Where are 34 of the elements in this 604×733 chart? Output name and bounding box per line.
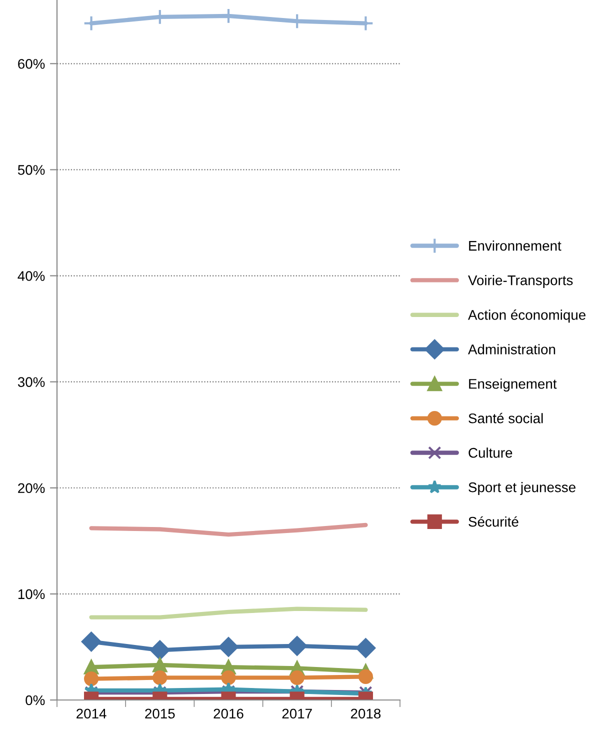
legend-label: Enseignement — [469, 378, 557, 392]
point — [81, 632, 102, 652]
x-tick-label: 2017 — [282, 708, 312, 719]
point — [152, 670, 168, 686]
x-tick-label: 2018 — [350, 708, 381, 719]
legend-label: Action économique — [468, 309, 586, 323]
line-series — [89, 522, 368, 537]
x-tick-label: 2014 — [76, 708, 106, 719]
point — [358, 669, 373, 684]
y-tick-label: 10% — [18, 589, 45, 600]
y-tick-label: 30% — [18, 377, 45, 387]
y-tick-label: 50% — [18, 165, 45, 175]
point — [152, 658, 168, 672]
x-tick-label: 2016 — [214, 708, 244, 719]
point — [84, 671, 99, 686]
point — [150, 640, 170, 660]
point — [287, 636, 307, 656]
legend-label: Voirie-Transports — [468, 275, 573, 288]
y-tick-label: 20% — [18, 483, 45, 494]
legend-label: Culture — [468, 448, 512, 458]
point — [221, 670, 236, 686]
legend-label: Sécurité — [468, 516, 518, 527]
legend-label: Santé social — [468, 412, 543, 424]
point — [218, 637, 238, 657]
x-tick-label: 2015 — [145, 708, 175, 719]
legend-label: Environnement — [469, 240, 562, 251]
line-series — [89, 606, 368, 620]
y-tick-label: 60% — [18, 58, 45, 69]
y-tick-label: 0% — [26, 695, 45, 706]
legend-label: Sport et jeunesse — [468, 482, 576, 495]
y-tick-label: 40% — [18, 271, 45, 281]
point — [356, 638, 376, 658]
point — [290, 670, 304, 686]
legend-label: Administration — [468, 344, 556, 354]
